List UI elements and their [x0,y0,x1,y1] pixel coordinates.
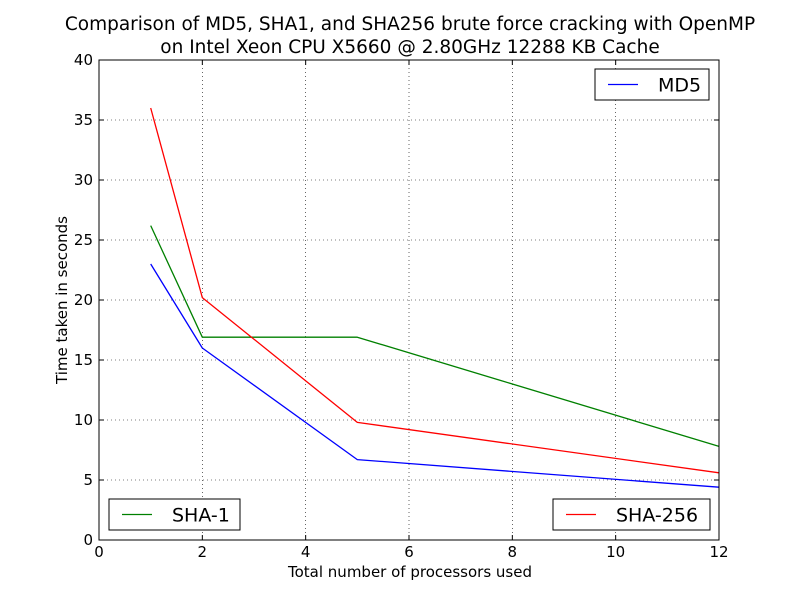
series-line-md5 [150,263,720,488]
axis-ticks: 0 2 4 6 8 10 12 0 5 10 15 20 25 30 35 40 [74,51,729,561]
legend-label: SHA-256 [616,505,698,527]
x-tick-label: 12 [709,543,728,561]
x-tick-label: 6 [404,543,414,561]
y-axis-label: Time taken in seconds [53,216,71,385]
y-tick-label: 40 [74,51,93,69]
series-line-sha-1 [150,225,720,448]
y-tick-label: 30 [74,171,93,189]
legend-sha-256: SHA-256 [552,498,711,531]
grid [99,60,719,540]
x-tick-label: 4 [301,543,311,561]
chart-subtitle: on Intel Xeon CPU X5660 @ 2.80GHz 12288 … [160,37,659,58]
y-tick-label: 10 [74,411,93,429]
legend-label: SHA-1 [172,505,230,527]
x-tick-label: 0 [94,543,104,561]
series-lines [150,107,720,488]
y-tick-label: 20 [74,291,93,309]
x-tick-label: 10 [606,543,625,561]
x-tick-label: 2 [198,543,208,561]
chart-title: Comparison of MD5, SHA1, and SHA256 brut… [65,14,755,35]
legend-label: MD5 [658,75,701,97]
y-tick-label: 35 [74,111,93,129]
legend-md5: MD5 [594,68,710,101]
series-line-sha-256 [150,107,720,474]
x-tick-label: 8 [508,543,518,561]
y-tick-label: 15 [74,351,93,369]
legend-sha-1: SHA-1 [108,498,241,531]
y-tick-label: 0 [83,531,93,549]
x-axis-label: Total number of processors used [287,563,532,581]
y-tick-label: 25 [74,231,93,249]
legends: MD5 SHA-1 SHA-256 [108,68,711,531]
y-tick-label: 5 [83,471,93,489]
